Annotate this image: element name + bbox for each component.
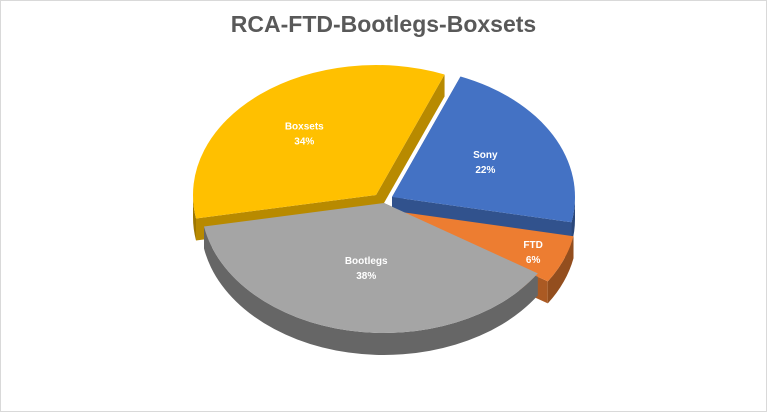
slice-percent-label: 34% [294,137,314,148]
slice-side-ftd [547,236,574,304]
slice-name-label: Bootlegs [345,256,388,267]
chart-title: RCA-FTD-Bootlegs-Boxsets [230,11,537,37]
slice-name-label: Sony [473,150,498,161]
slice-side-sony [571,197,575,245]
slice-name-label: Boxsets [285,122,324,133]
slice-percent-label: 38% [356,271,376,282]
pie-tops [193,64,575,333]
slice-face-boxsets-1 [376,74,445,218]
slice-side-bootlegs [204,226,538,355]
slice-boxsets[interactable] [193,64,445,219]
pie-labels: Sony 22% FTD 6% Bootlegs 38% Boxsets 34% [285,122,543,282]
slice-percent-label: 22% [475,165,495,176]
slice-bootlegs[interactable] [204,203,538,333]
slice-percent-label: 6% [526,255,541,266]
slice-side-boxsets [193,195,197,241]
slice-name-label: FTD [523,240,542,251]
slice-sony[interactable] [392,76,575,223]
